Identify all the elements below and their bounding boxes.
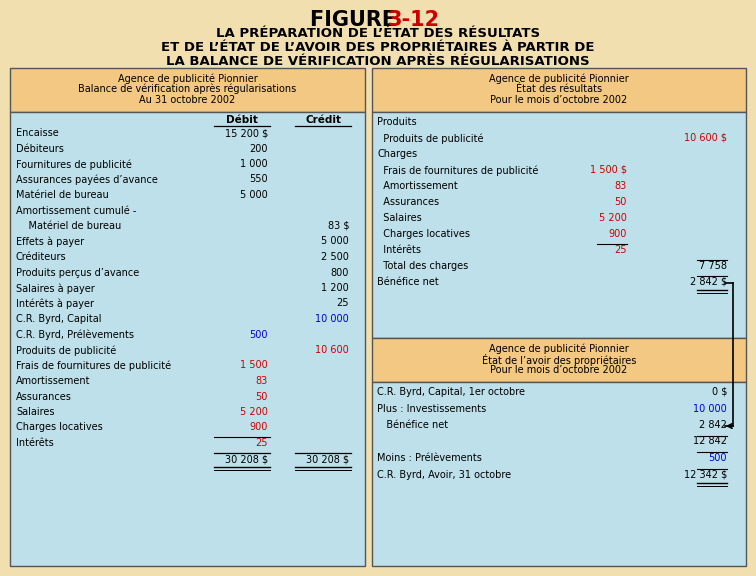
Text: 5 200: 5 200 bbox=[599, 213, 627, 223]
Text: Frais de fournitures de publicité: Frais de fournitures de publicité bbox=[377, 165, 538, 176]
Text: LA BALANCE DE VÉRIFICATION APRÈS RÉGULARISATIONS: LA BALANCE DE VÉRIFICATION APRÈS RÉGULAR… bbox=[166, 55, 590, 68]
Text: Fournitures de publicité: Fournitures de publicité bbox=[16, 159, 132, 169]
Text: 12 342 $: 12 342 $ bbox=[683, 469, 727, 479]
Text: Charges locatives: Charges locatives bbox=[377, 229, 470, 239]
Text: 550: 550 bbox=[249, 175, 268, 184]
Text: 25: 25 bbox=[256, 438, 268, 448]
Text: Bénéfice net: Bénéfice net bbox=[377, 277, 438, 287]
Text: C.R. Byrd, Avoir, 31 octobre: C.R. Byrd, Avoir, 31 octobre bbox=[377, 469, 511, 479]
Text: 900: 900 bbox=[249, 423, 268, 433]
Text: 25: 25 bbox=[336, 298, 349, 309]
Text: Matériel de bureau: Matériel de bureau bbox=[16, 221, 121, 231]
Text: Salaires: Salaires bbox=[16, 407, 54, 417]
Text: Intérêts: Intérêts bbox=[377, 245, 421, 255]
Bar bbox=[372, 382, 746, 566]
Text: 10 600 $: 10 600 $ bbox=[684, 133, 727, 143]
Text: FIGURE: FIGURE bbox=[310, 10, 404, 30]
Text: État de l’avoir des propriétaires: État de l’avoir des propriétaires bbox=[482, 354, 637, 366]
Text: État des résultats: État des résultats bbox=[516, 84, 602, 94]
Text: 900: 900 bbox=[609, 229, 627, 239]
Text: Encaisse: Encaisse bbox=[16, 128, 59, 138]
Text: Agence de publicité Pionnier: Agence de publicité Pionnier bbox=[489, 343, 629, 354]
Text: 1 200: 1 200 bbox=[321, 283, 349, 293]
Text: Produits de publicité: Produits de publicité bbox=[16, 345, 116, 355]
Text: C.R. Byrd, Prélèvements: C.R. Byrd, Prélèvements bbox=[16, 329, 134, 340]
Text: Assurances: Assurances bbox=[377, 197, 439, 207]
Text: Salaires: Salaires bbox=[377, 213, 422, 223]
Text: 500: 500 bbox=[249, 329, 268, 339]
Text: Assurances payées d’avance: Assurances payées d’avance bbox=[16, 175, 158, 185]
Text: 800: 800 bbox=[330, 267, 349, 278]
Text: C.R. Byrd, Capital, 1er octobre: C.R. Byrd, Capital, 1er octobre bbox=[377, 387, 525, 397]
Text: Créditeurs: Créditeurs bbox=[16, 252, 67, 262]
Text: Assurances: Assurances bbox=[16, 392, 72, 401]
Text: Crédit: Crédit bbox=[305, 115, 341, 125]
Text: Produits: Produits bbox=[377, 117, 417, 127]
Text: 2 500: 2 500 bbox=[321, 252, 349, 262]
Text: Salaires à payer: Salaires à payer bbox=[16, 283, 94, 294]
Text: Amortissement: Amortissement bbox=[377, 181, 457, 191]
Bar bbox=[10, 68, 365, 112]
Text: Débit: Débit bbox=[226, 115, 258, 125]
Text: 50: 50 bbox=[256, 392, 268, 401]
Text: 0 $: 0 $ bbox=[711, 387, 727, 397]
Text: Amortissement: Amortissement bbox=[16, 376, 91, 386]
Bar bbox=[372, 338, 746, 382]
Text: 1 500 $: 1 500 $ bbox=[590, 165, 627, 175]
Text: 2 842 $: 2 842 $ bbox=[690, 277, 727, 287]
Text: Frais de fournitures de publicité: Frais de fournitures de publicité bbox=[16, 361, 171, 371]
Text: 500: 500 bbox=[708, 453, 727, 463]
Text: 200: 200 bbox=[249, 143, 268, 153]
Text: Moins : Prélèvements: Moins : Prélèvements bbox=[377, 453, 482, 463]
Text: 83: 83 bbox=[615, 181, 627, 191]
Text: 50: 50 bbox=[615, 197, 627, 207]
Text: Charges locatives: Charges locatives bbox=[16, 423, 103, 433]
Text: 5 200: 5 200 bbox=[240, 407, 268, 417]
Text: Charges: Charges bbox=[377, 149, 417, 159]
Text: 10 600: 10 600 bbox=[315, 345, 349, 355]
Text: Total des charges: Total des charges bbox=[377, 261, 468, 271]
Text: 3-12: 3-12 bbox=[388, 10, 440, 30]
Text: 12 842: 12 842 bbox=[693, 437, 727, 446]
Text: Balance de vérification après régularisations: Balance de vérification après régularisa… bbox=[79, 84, 296, 94]
Text: Pour le mois d’octobre 2002: Pour le mois d’octobre 2002 bbox=[491, 95, 627, 105]
Text: ET DE L’ÉTAT DE L’AVOIR DES PROPRIÉTAIRES À PARTIR DE: ET DE L’ÉTAT DE L’AVOIR DES PROPRIÉTAIRE… bbox=[161, 41, 595, 54]
Text: Plus : Investissements: Plus : Investissements bbox=[377, 404, 486, 414]
Text: Matériel de bureau: Matériel de bureau bbox=[16, 190, 109, 200]
Text: Amortissement cumulé -: Amortissement cumulé - bbox=[16, 206, 136, 215]
Text: 30 208 $: 30 208 $ bbox=[225, 454, 268, 464]
Text: Pour le mois d’octobre 2002: Pour le mois d’octobre 2002 bbox=[491, 365, 627, 375]
Text: Effets à payer: Effets à payer bbox=[16, 237, 84, 247]
Text: 7 758: 7 758 bbox=[699, 261, 727, 271]
Text: Produits de publicité: Produits de publicité bbox=[377, 133, 484, 143]
Text: 1 000: 1 000 bbox=[240, 159, 268, 169]
Text: 10 000: 10 000 bbox=[315, 314, 349, 324]
Text: 10 000: 10 000 bbox=[693, 404, 727, 414]
Text: 2 842: 2 842 bbox=[699, 420, 727, 430]
Text: 15 200 $: 15 200 $ bbox=[225, 128, 268, 138]
Text: 5 000: 5 000 bbox=[240, 190, 268, 200]
Text: Au 31 octobre 2002: Au 31 octobre 2002 bbox=[139, 95, 236, 105]
Text: Produits perçus d’avance: Produits perçus d’avance bbox=[16, 267, 139, 278]
Text: Bénéfice net: Bénéfice net bbox=[377, 420, 448, 430]
Text: C.R. Byrd, Capital: C.R. Byrd, Capital bbox=[16, 314, 101, 324]
Text: Débiteurs: Débiteurs bbox=[16, 143, 64, 153]
Bar bbox=[372, 112, 746, 338]
Text: 83: 83 bbox=[256, 376, 268, 386]
Text: LA PRÉPARATION DE L’ÉTAT DES RÉSULTATS: LA PRÉPARATION DE L’ÉTAT DES RÉSULTATS bbox=[216, 27, 540, 40]
Text: Intérêts: Intérêts bbox=[16, 438, 54, 448]
Text: 30 208 $: 30 208 $ bbox=[306, 454, 349, 464]
Text: 5 000: 5 000 bbox=[321, 237, 349, 247]
Text: 25: 25 bbox=[615, 245, 627, 255]
Text: 83 $: 83 $ bbox=[327, 221, 349, 231]
Bar bbox=[10, 112, 365, 566]
Text: 1 500: 1 500 bbox=[240, 361, 268, 370]
Text: Agence de publicité Pionnier: Agence de publicité Pionnier bbox=[489, 73, 629, 84]
Text: Agence de publicité Pionnier: Agence de publicité Pionnier bbox=[118, 73, 257, 84]
Text: Intérêts à payer: Intérêts à payer bbox=[16, 298, 94, 309]
Bar bbox=[372, 68, 746, 112]
